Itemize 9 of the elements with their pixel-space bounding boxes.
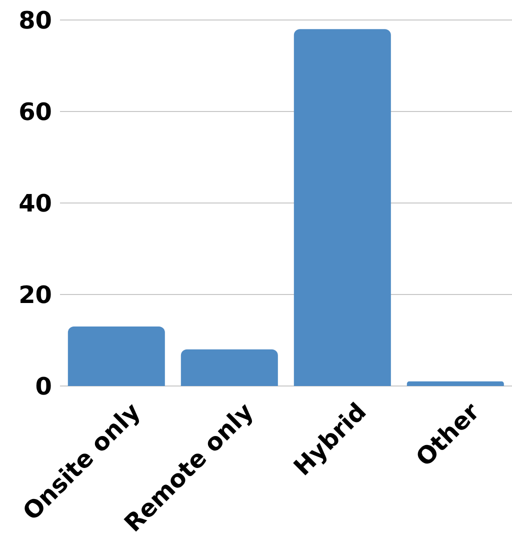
y-tick-label: 20 <box>18 281 52 310</box>
bar <box>406 381 504 386</box>
y-tick-label: 60 <box>18 98 52 126</box>
y-tick-label: 80 <box>18 6 52 35</box>
bar <box>294 29 391 386</box>
y-tick-label: 40 <box>18 190 52 218</box>
bar <box>180 349 278 386</box>
y-tick-label: 0 <box>35 372 52 401</box>
bar <box>68 326 165 386</box>
